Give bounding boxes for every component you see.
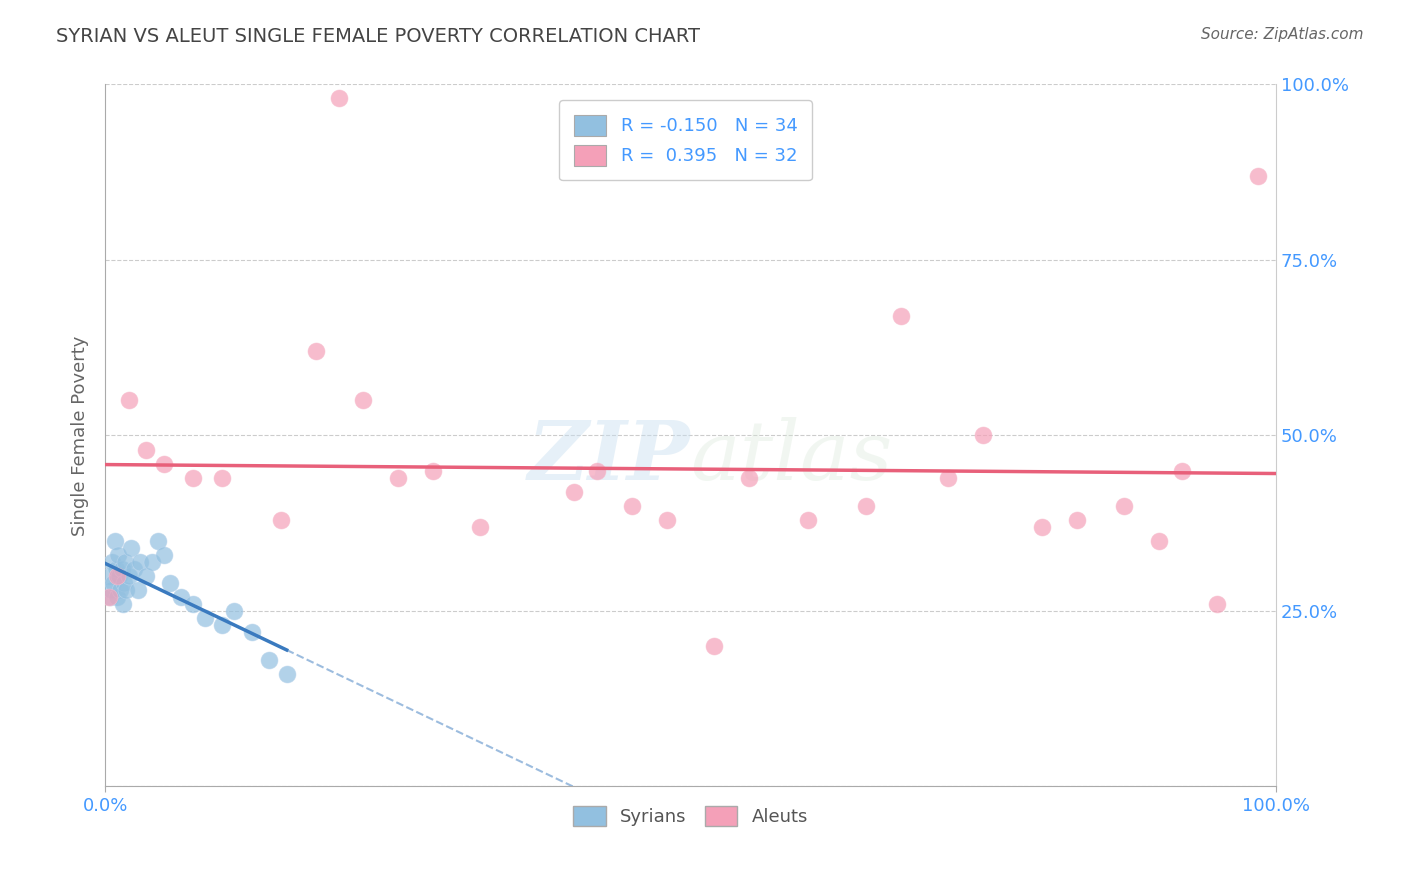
Text: SYRIAN VS ALEUT SINGLE FEMALE POVERTY CORRELATION CHART: SYRIAN VS ALEUT SINGLE FEMALE POVERTY CO…	[56, 27, 700, 45]
Point	[621, 499, 644, 513]
Point	[111, 597, 134, 611]
Point	[468, 519, 491, 533]
Point	[422, 464, 444, 478]
Point	[115, 582, 138, 597]
Point	[100, 582, 122, 597]
Point	[107, 548, 129, 562]
Point	[796, 513, 818, 527]
Text: atlas: atlas	[690, 417, 893, 497]
Point	[328, 91, 350, 105]
Point	[890, 309, 912, 323]
Point	[1031, 519, 1053, 533]
Point	[855, 499, 877, 513]
Point	[257, 653, 280, 667]
Point	[152, 457, 174, 471]
Point	[1206, 597, 1229, 611]
Legend: Syrians, Aleuts: Syrians, Aleuts	[567, 798, 815, 834]
Point	[181, 470, 204, 484]
Point	[240, 625, 263, 640]
Point	[120, 541, 142, 555]
Point	[114, 555, 136, 569]
Point	[1147, 533, 1170, 548]
Point	[101, 555, 124, 569]
Point	[972, 428, 994, 442]
Point	[276, 667, 298, 681]
Point	[105, 590, 128, 604]
Point	[159, 575, 181, 590]
Point	[1112, 499, 1135, 513]
Point	[97, 569, 120, 583]
Point	[352, 393, 374, 408]
Point	[124, 562, 146, 576]
Point	[181, 597, 204, 611]
Point	[117, 393, 139, 408]
Point	[103, 575, 125, 590]
Point	[1247, 169, 1270, 183]
Point	[110, 582, 132, 597]
Point	[105, 569, 128, 583]
Text: Source: ZipAtlas.com: Source: ZipAtlas.com	[1201, 27, 1364, 42]
Point	[194, 611, 217, 625]
Point	[387, 470, 409, 484]
Point	[211, 470, 233, 484]
Point	[112, 575, 135, 590]
Point	[703, 639, 725, 653]
Point	[97, 590, 120, 604]
Point	[305, 344, 328, 359]
Point	[135, 569, 157, 583]
Point	[1171, 464, 1194, 478]
Point	[657, 513, 679, 527]
Point	[222, 604, 245, 618]
Point	[562, 484, 585, 499]
Y-axis label: Single Female Poverty: Single Female Poverty	[72, 335, 89, 536]
Point	[104, 562, 127, 576]
Text: ZIP: ZIP	[529, 417, 690, 497]
Point	[738, 470, 761, 484]
Point	[98, 590, 121, 604]
Point	[141, 555, 163, 569]
Point	[270, 513, 292, 527]
Point	[152, 548, 174, 562]
Point	[146, 533, 169, 548]
Point	[211, 618, 233, 632]
Point	[135, 442, 157, 457]
Point	[108, 569, 131, 583]
Point	[129, 555, 152, 569]
Point	[110, 562, 132, 576]
Point	[936, 470, 959, 484]
Point	[127, 582, 149, 597]
Point	[170, 590, 193, 604]
Point	[117, 569, 139, 583]
Point	[103, 533, 125, 548]
Point	[1066, 513, 1088, 527]
Point	[586, 464, 609, 478]
